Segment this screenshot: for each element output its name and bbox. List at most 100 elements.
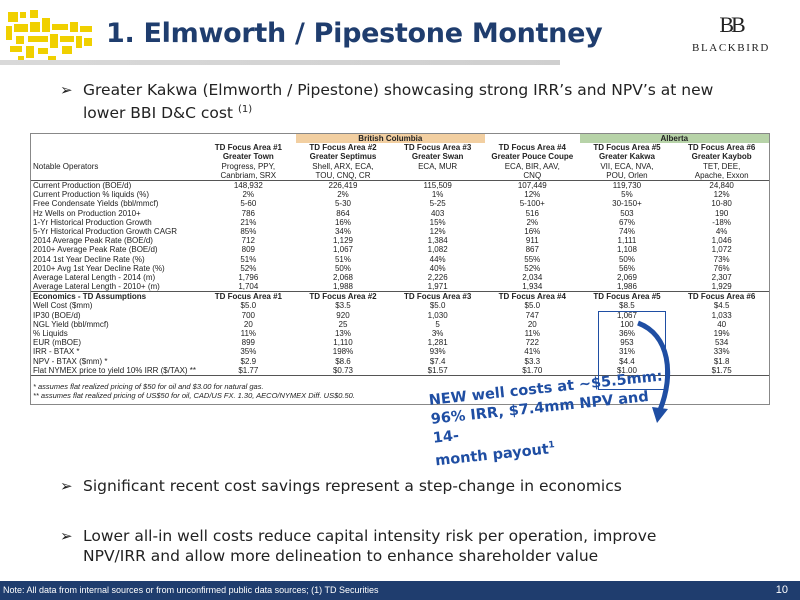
table-cell: 2,034 bbox=[522, 272, 543, 282]
operators-row: Notable Operators Progress, PPY, Shell, AR… bbox=[31, 162, 769, 171]
row-label: 5-Yr Historical Production Growth CAGR bbox=[33, 226, 178, 236]
focus-area-header: TD Focus Area #3 bbox=[404, 143, 472, 153]
table-cell: 5% bbox=[621, 190, 633, 200]
table-cell: 25 bbox=[338, 319, 348, 329]
brand-mark: BB bbox=[719, 12, 745, 37]
table-cell: 1,030 bbox=[427, 310, 448, 320]
arrow-bullet-icon: ➢ bbox=[60, 81, 73, 99]
focus-area-header: TD Focus Area #1 bbox=[201, 291, 296, 302]
blank-cell bbox=[31, 152, 201, 161]
table-cell: 2% bbox=[337, 190, 349, 200]
table-cell: 1,796 bbox=[238, 272, 259, 282]
table-cell: $1.00 bbox=[579, 365, 675, 376]
table-cell: 1,108 bbox=[616, 245, 637, 255]
focus-area-header: TD Focus Area #3 bbox=[390, 291, 485, 302]
table-cell: 5-60 bbox=[240, 199, 257, 209]
table-row: Free Condensate Yields (bbl/mmcf) 5-60 5-3… bbox=[31, 199, 769, 208]
focus-area-header: TD Focus Area #2 bbox=[295, 291, 391, 302]
table-cell: 21% bbox=[240, 217, 257, 227]
table-cell: 100 bbox=[620, 319, 634, 329]
blank-cell bbox=[31, 143, 201, 152]
economics-row: IP30 (BOE/d) 700 920 1,030 747 1,067 1,033 bbox=[31, 311, 769, 320]
table-cell: 864 bbox=[336, 208, 350, 218]
bullet-2-text: Significant recent cost savings represen… bbox=[83, 477, 622, 495]
footer-note: Note: All data from internal sources or … bbox=[3, 585, 379, 595]
table-cell: 51% bbox=[334, 254, 351, 264]
row-label: Current Production % liquids (%) bbox=[33, 190, 150, 200]
bullet-3: ➢ Lower all-in well costs reduce capital… bbox=[60, 526, 700, 566]
table-row: Hz Wells on Production 2010+ 786 864 403 516… bbox=[31, 209, 769, 218]
table-cell: 1,129 bbox=[332, 236, 353, 246]
table-cell: 1,046 bbox=[711, 236, 732, 246]
table-cell: 30-150+ bbox=[612, 199, 642, 209]
table-cell: 747 bbox=[525, 310, 539, 320]
row-label: Well Cost ($mm) bbox=[33, 301, 93, 311]
title-underline bbox=[0, 60, 560, 65]
table-cell: 1,934 bbox=[484, 282, 580, 293]
table-cell: $4.5 bbox=[713, 301, 730, 311]
table-cell: 85% bbox=[240, 226, 257, 236]
bullet-1-footnote: (1) bbox=[237, 104, 253, 115]
focus-area-header: TD Focus Area #5 bbox=[593, 143, 661, 153]
table-cell: $5.0 bbox=[524, 301, 541, 311]
table-row: 2010+ Average Peak Rate (BOE/d) 809 1,067 1… bbox=[31, 245, 769, 254]
row-label: Average Lateral Length - 2014 (m) bbox=[33, 272, 156, 282]
table-cell: 40 bbox=[717, 319, 727, 329]
row-label: Flat NYMEX price to yield 10% IRR ($/TAX… bbox=[31, 365, 201, 376]
table-row: Average Lateral Length - 2014 (m) 1,796 2,… bbox=[31, 273, 769, 282]
economics-row: EUR (mBOE) 899 1,110 1,281 722 953 534 bbox=[31, 338, 769, 347]
table-cell: 24,840 bbox=[709, 181, 734, 191]
table-cell: 11% bbox=[240, 329, 257, 339]
table-cell: 403 bbox=[430, 208, 445, 218]
row-label: Free Condensate Yields (bbl/mmcf) bbox=[33, 199, 159, 209]
table-cell: 5-30 bbox=[334, 199, 351, 209]
table-cell: $1.77 bbox=[201, 365, 296, 376]
operator-cell: POU, Orlen bbox=[579, 170, 675, 181]
footer-bar: Note: All data from internal sources or … bbox=[0, 581, 800, 600]
economics-row: IRR - BTAX * 35% 198% 93% 41% 31% 33% bbox=[31, 347, 769, 356]
table-cell: 41% bbox=[524, 347, 541, 357]
table-cell: $8.6 bbox=[335, 356, 351, 366]
row-label: 2010+ Avg 1st Year Decline Rate (%) bbox=[33, 263, 165, 273]
table-cell: 52% bbox=[524, 263, 541, 273]
table-cell: 76% bbox=[713, 263, 730, 273]
table-cell: 5-100+ bbox=[519, 199, 545, 209]
table-footnote: ** assumes flat realized pricing of US$5… bbox=[31, 391, 769, 400]
callout-footnote: 1 bbox=[547, 440, 556, 451]
operator-cell: Canbriam, SRX bbox=[201, 170, 296, 181]
economics-row: NGL Yield (bbl/mmcf) 20 25 5 20 100 40 bbox=[31, 320, 769, 329]
table-cell: 10-80 bbox=[711, 199, 732, 209]
table-cell: 2% bbox=[242, 190, 255, 200]
economics-row: Flat NYMEX price to yield 10% IRR ($/TAX… bbox=[31, 365, 769, 376]
table-cell: 1,988 bbox=[295, 282, 391, 293]
table-cell: 700 bbox=[241, 310, 255, 320]
arrow-bullet-icon: ➢ bbox=[60, 527, 73, 545]
blank-cell bbox=[201, 134, 296, 143]
table-cell: 1% bbox=[431, 190, 444, 200]
operator-cell: TOU, CNQ, CR bbox=[295, 170, 391, 181]
table-cell: 911 bbox=[525, 236, 539, 246]
row-label: 2014 1st Year Decline Rate (%) bbox=[33, 254, 145, 264]
table-row: 1-Yr Historical Production Growth 21% 16% 1… bbox=[31, 218, 769, 227]
row-label: EUR (mBOE) bbox=[33, 338, 81, 348]
table-cell: $0.73 bbox=[295, 365, 391, 376]
operator-cell: ECA, MUR bbox=[418, 161, 458, 171]
table-cell: 1,067 bbox=[332, 245, 353, 255]
table-cell: 1,033 bbox=[711, 310, 732, 320]
table-cell: $1.57 bbox=[390, 365, 485, 376]
table-cell: 809 bbox=[241, 245, 255, 255]
table-cell: 1,072 bbox=[711, 245, 732, 255]
area-name-header: Greater Pouce Coupe bbox=[491, 152, 574, 162]
table-cell: 20 bbox=[527, 319, 537, 329]
table-cell: 34% bbox=[334, 226, 351, 236]
table-cell: 503 bbox=[620, 208, 634, 218]
bullet-3-text: Lower all-in well costs reduce capital i… bbox=[83, 527, 657, 565]
footnote-text: * assumes flat realized pricing of $50 f… bbox=[33, 381, 264, 391]
table-cell: 198% bbox=[332, 347, 354, 357]
row-label: Notable Operators bbox=[33, 161, 99, 171]
table-cell: 2,226 bbox=[427, 272, 448, 282]
operators-row-2: Canbriam, SRX TOU, CNQ, CR CNQ POU, Orlen Ap… bbox=[31, 170, 769, 181]
blank-cell bbox=[31, 134, 201, 143]
focus-area-header: TD Focus Area #4 bbox=[498, 143, 566, 153]
table-cell: 2,307 bbox=[711, 272, 732, 282]
